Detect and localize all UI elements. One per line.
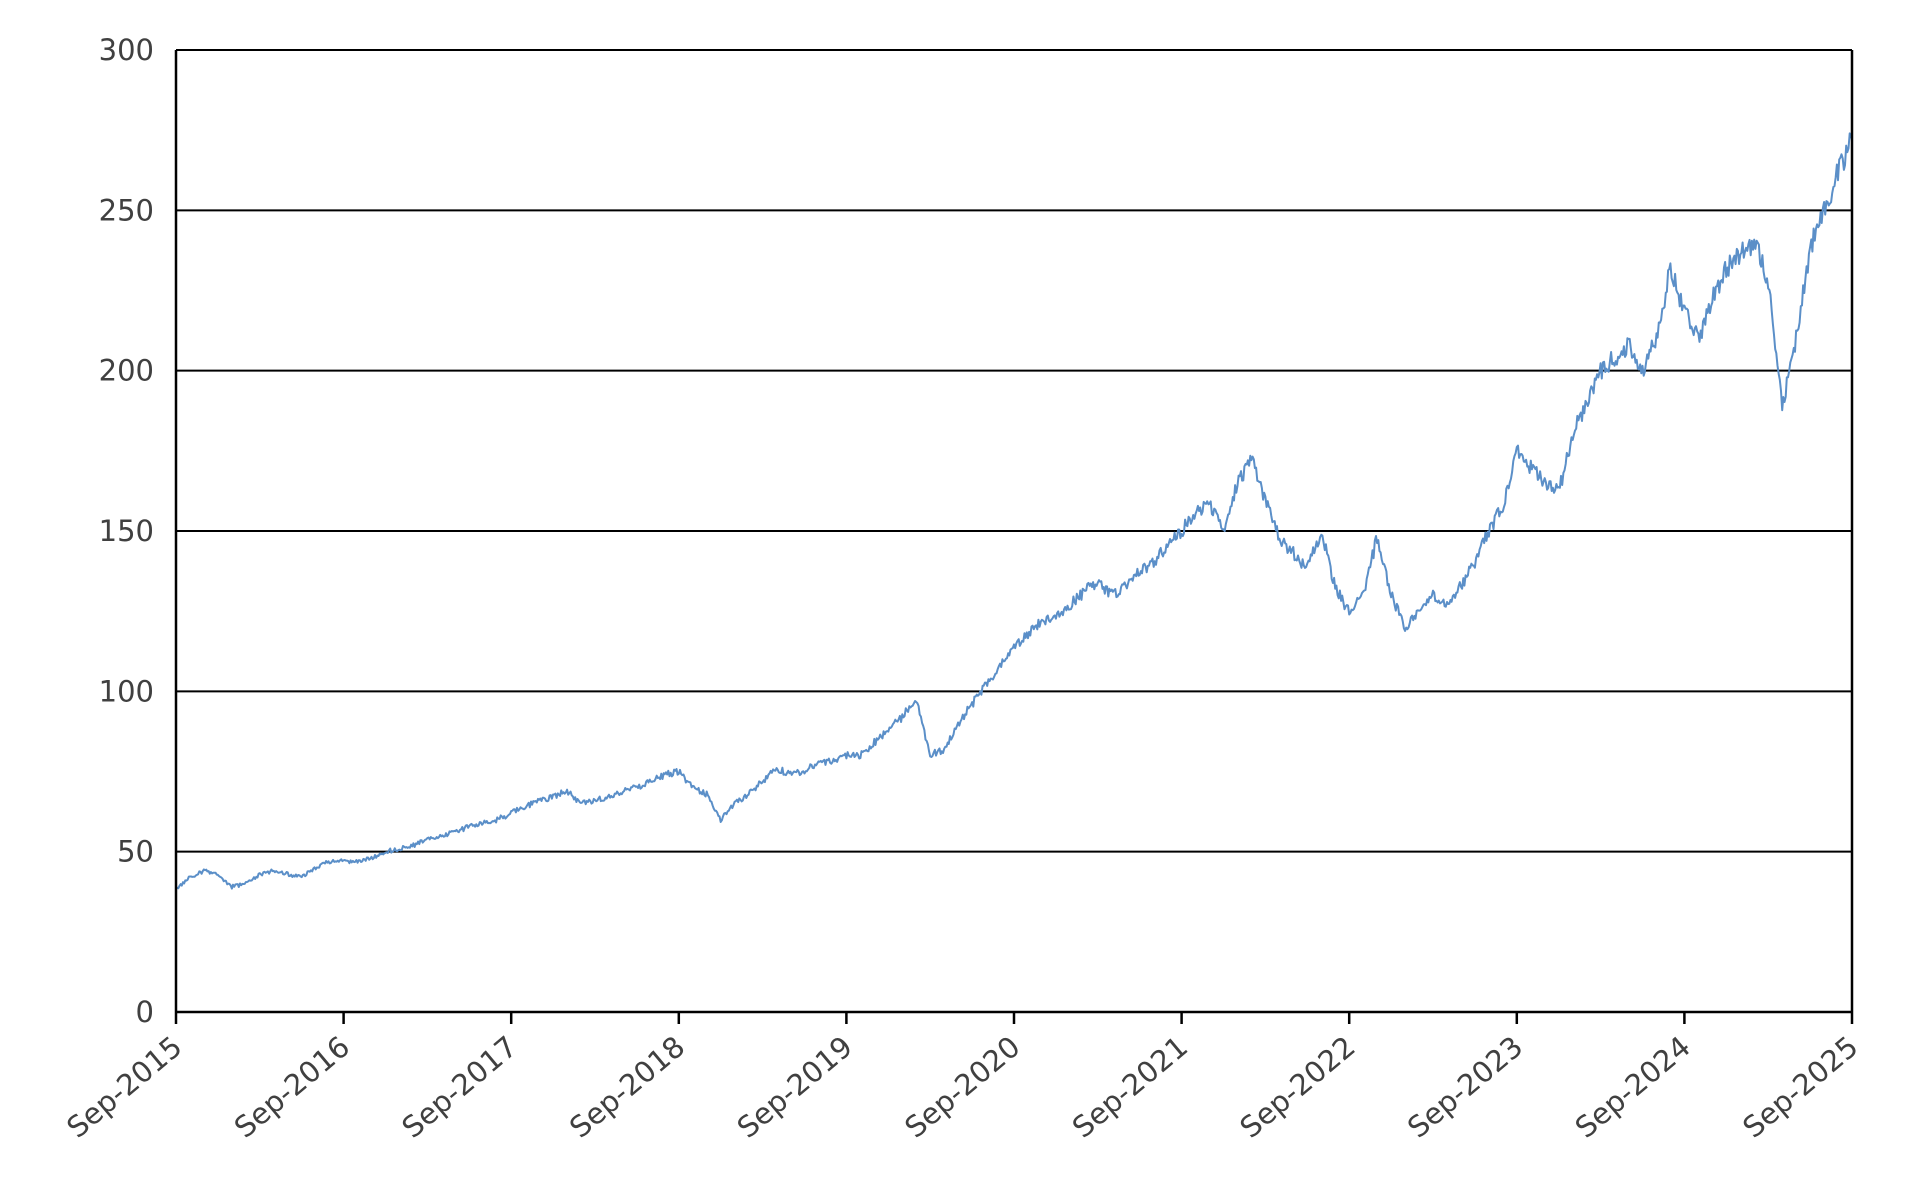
- y-tick-label: 50: [117, 835, 154, 869]
- x-tick-label: Sep-2017: [395, 1029, 523, 1144]
- x-tick-label: Sep-2015: [60, 1029, 188, 1144]
- x-tick-label: Sep-2025: [1736, 1029, 1864, 1144]
- x-tick-labels: Sep-2015 Sep-2016 Sep-2017 Sep-2018 Sep-2019…: [60, 1029, 1864, 1144]
- y-tick-label: 200: [99, 354, 154, 388]
- x-tick-label: Sep-2023: [1401, 1029, 1529, 1144]
- y-tick-label: 150: [99, 514, 154, 548]
- x-tick-label: Sep-2018: [563, 1029, 691, 1144]
- y-tick-label: 250: [99, 193, 154, 227]
- x-tick-label: Sep-2016: [228, 1029, 356, 1144]
- series-layer: [175, 132, 1853, 891]
- x-tick-label: Sep-2020: [898, 1029, 1026, 1144]
- y-tick-labels: 0 50 100 150 200 250 300: [99, 33, 154, 1029]
- y-tick-label: 300: [99, 33, 154, 67]
- gridlines: [176, 49, 1852, 853]
- y-tick-label: 100: [99, 674, 154, 708]
- series-line-0: [175, 132, 1853, 891]
- x-tick-label: Sep-2019: [731, 1029, 859, 1144]
- x-tick-label: Sep-2022: [1233, 1029, 1361, 1144]
- x-tick-label: Sep-2024: [1569, 1029, 1697, 1144]
- x-tick-label: Sep-2021: [1066, 1029, 1194, 1144]
- axes: [174, 50, 1854, 1024]
- y-tick-label: 0: [136, 995, 154, 1029]
